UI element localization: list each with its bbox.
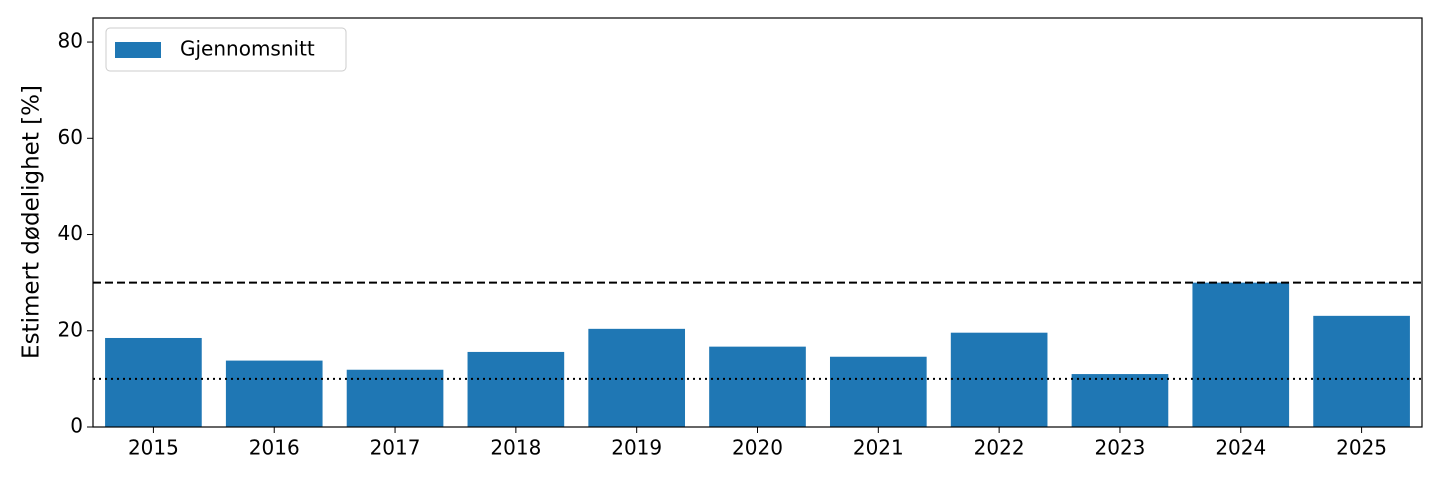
y-tick-label: 20 (58, 317, 83, 341)
x-tick-label: 2020 (732, 436, 783, 460)
bar (105, 337, 202, 427)
x-tick-label: 2022 (974, 436, 1025, 460)
y-axis-label: Estimert dødelighet [%] (19, 85, 45, 359)
x-tick-label: 2018 (490, 436, 541, 460)
bar (1071, 374, 1169, 427)
bar (225, 360, 323, 427)
bar (709, 346, 806, 427)
x-tick-label: 2015 (128, 436, 179, 460)
x-tick-label: 2024 (1215, 436, 1266, 460)
y-tick-label: 0 (70, 414, 83, 438)
x-tick-label: 2017 (370, 436, 421, 460)
y-tick-label: 60 (58, 125, 83, 149)
y-tick-label: 80 (58, 29, 83, 53)
bar (829, 356, 927, 427)
legend-label: Gjennomsnitt (180, 37, 315, 61)
x-tick-label: 2023 (1095, 436, 1146, 460)
y-tick-label: 40 (58, 221, 83, 245)
plot-frame (92, 17, 1423, 428)
x-tick-label: 2025 (1336, 436, 1387, 460)
legend-swatch (115, 42, 161, 58)
x-tick-label: 2021 (853, 436, 904, 460)
x-tick-label: 2016 (249, 436, 300, 460)
bar (1192, 282, 1290, 427)
bar (1313, 315, 1410, 427)
x-tick-label: 2019 (611, 436, 662, 460)
legend-box (105, 27, 347, 72)
bar (467, 351, 565, 427)
bar (346, 369, 444, 427)
